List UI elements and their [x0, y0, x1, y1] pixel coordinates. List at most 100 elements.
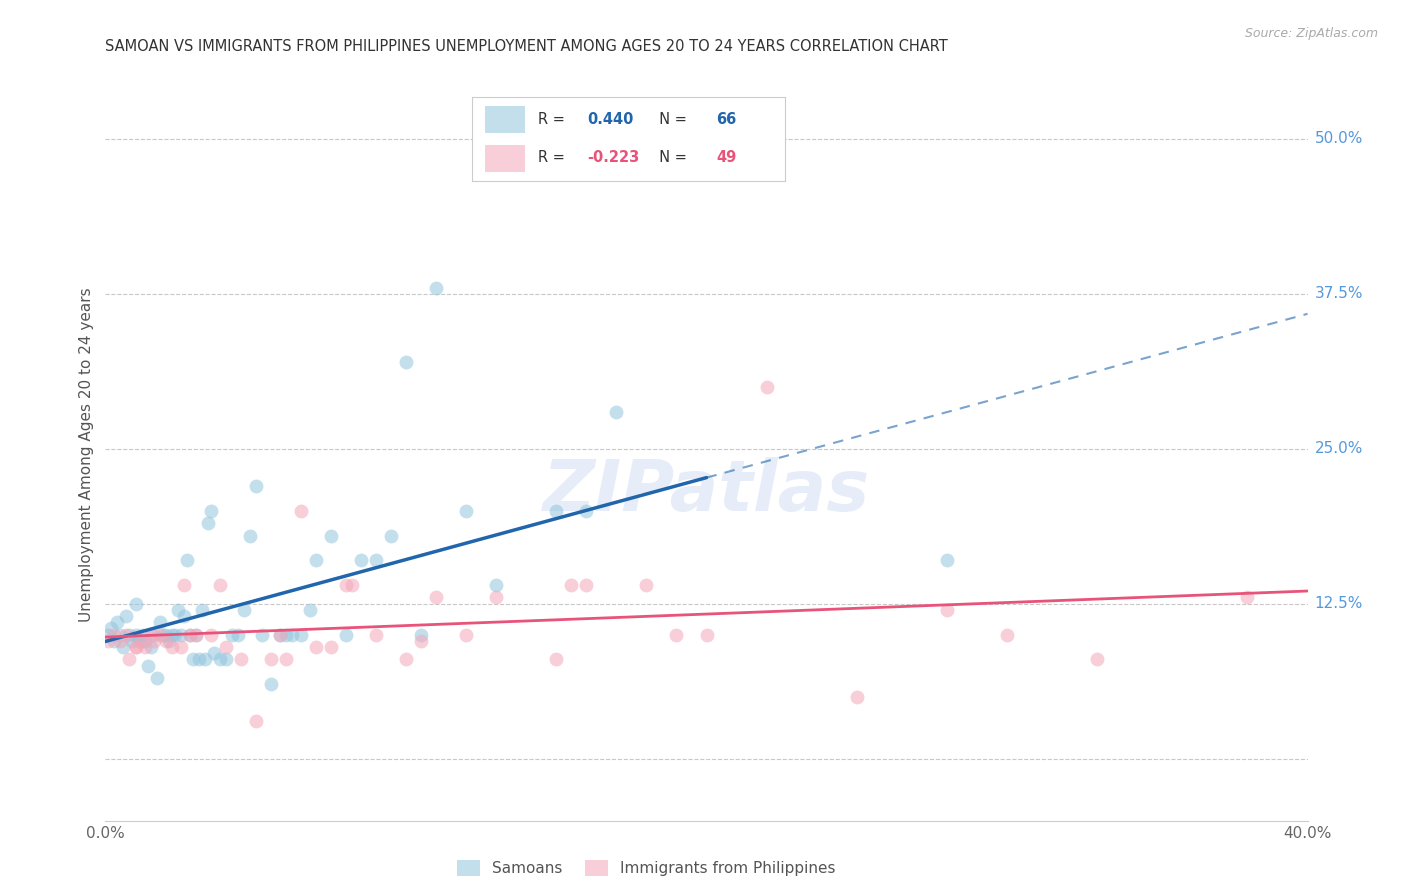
Point	[214, 640, 236, 654]
Point	[176, 553, 198, 567]
Point	[134, 633, 156, 648]
Point	[187, 652, 209, 666]
Point	[110, 633, 132, 648]
Text: Source: ZipAtlas.com: Source: ZipAtlas.com	[1244, 27, 1378, 40]
Point	[179, 628, 201, 642]
Legend: Samoans, Immigrants from Philippines: Samoans, Immigrants from Philippines	[451, 855, 842, 882]
Point	[245, 714, 267, 729]
Point	[124, 640, 146, 654]
Point	[335, 628, 357, 642]
Text: ZIPatlas: ZIPatlas	[543, 457, 870, 526]
Point	[124, 628, 146, 642]
Point	[118, 652, 141, 666]
Point	[409, 628, 432, 642]
Point	[184, 628, 207, 642]
Point	[136, 658, 159, 673]
Point	[274, 628, 297, 642]
Point	[184, 628, 207, 642]
Point	[546, 652, 568, 666]
Point	[97, 633, 120, 648]
Point	[160, 628, 183, 642]
Point	[269, 628, 291, 642]
Point	[124, 597, 146, 611]
Point	[335, 578, 357, 592]
Point	[190, 603, 212, 617]
Point	[163, 628, 186, 642]
Point	[124, 640, 146, 654]
Point	[169, 628, 191, 642]
Point	[145, 671, 167, 685]
Point	[202, 646, 225, 660]
Point	[936, 603, 959, 617]
Point	[148, 628, 170, 642]
Point	[409, 633, 432, 648]
Point	[194, 652, 217, 666]
Point	[936, 553, 959, 567]
Point	[485, 591, 508, 605]
Point	[260, 652, 283, 666]
Point	[364, 553, 387, 567]
Point	[160, 640, 183, 654]
Point	[139, 640, 162, 654]
Point	[131, 633, 153, 648]
Point	[485, 578, 508, 592]
Y-axis label: Unemployment Among Ages 20 to 24 years: Unemployment Among Ages 20 to 24 years	[79, 287, 94, 623]
Point	[229, 652, 252, 666]
Point	[560, 578, 582, 592]
Point	[290, 504, 312, 518]
Point	[239, 528, 262, 542]
Point	[636, 578, 658, 592]
Point	[274, 652, 297, 666]
Point	[454, 504, 477, 518]
Point	[260, 677, 283, 691]
Text: SAMOAN VS IMMIGRANTS FROM PHILIPPINES UNEMPLOYMENT AMONG AGES 20 TO 24 YEARS COR: SAMOAN VS IMMIGRANTS FROM PHILIPPINES UN…	[105, 38, 948, 54]
Point	[103, 628, 125, 642]
Point	[173, 578, 195, 592]
Point	[364, 628, 387, 642]
Point	[340, 578, 363, 592]
Point	[197, 516, 219, 530]
Point	[298, 603, 321, 617]
Point	[139, 628, 162, 642]
Point	[305, 553, 328, 567]
Point	[425, 591, 447, 605]
Point	[107, 615, 129, 630]
Point	[605, 404, 627, 418]
Point	[845, 690, 868, 704]
Point	[142, 628, 165, 642]
Point	[290, 628, 312, 642]
Point	[226, 628, 249, 642]
Point	[995, 628, 1018, 642]
Point	[319, 528, 342, 542]
Point	[169, 640, 191, 654]
Point	[100, 622, 122, 636]
Point	[395, 355, 418, 369]
Point	[350, 553, 373, 567]
Text: 12.5%: 12.5%	[1315, 596, 1362, 611]
Point	[181, 652, 204, 666]
Point	[166, 603, 188, 617]
Point	[250, 628, 273, 642]
Point	[305, 640, 328, 654]
Point	[1085, 652, 1108, 666]
Point	[200, 504, 222, 518]
Point	[425, 280, 447, 294]
Point	[208, 578, 231, 592]
Point	[281, 628, 304, 642]
Point	[245, 479, 267, 493]
Point	[152, 628, 174, 642]
Point	[232, 603, 254, 617]
Point	[148, 615, 170, 630]
Point	[121, 633, 143, 648]
Point	[200, 628, 222, 642]
Point	[118, 628, 141, 642]
Point	[319, 640, 342, 654]
Point	[112, 640, 135, 654]
Point	[696, 628, 718, 642]
Point	[155, 628, 177, 642]
Point	[665, 628, 688, 642]
Point	[755, 380, 778, 394]
Point	[575, 504, 598, 518]
Point	[380, 528, 402, 542]
Point	[97, 628, 120, 642]
